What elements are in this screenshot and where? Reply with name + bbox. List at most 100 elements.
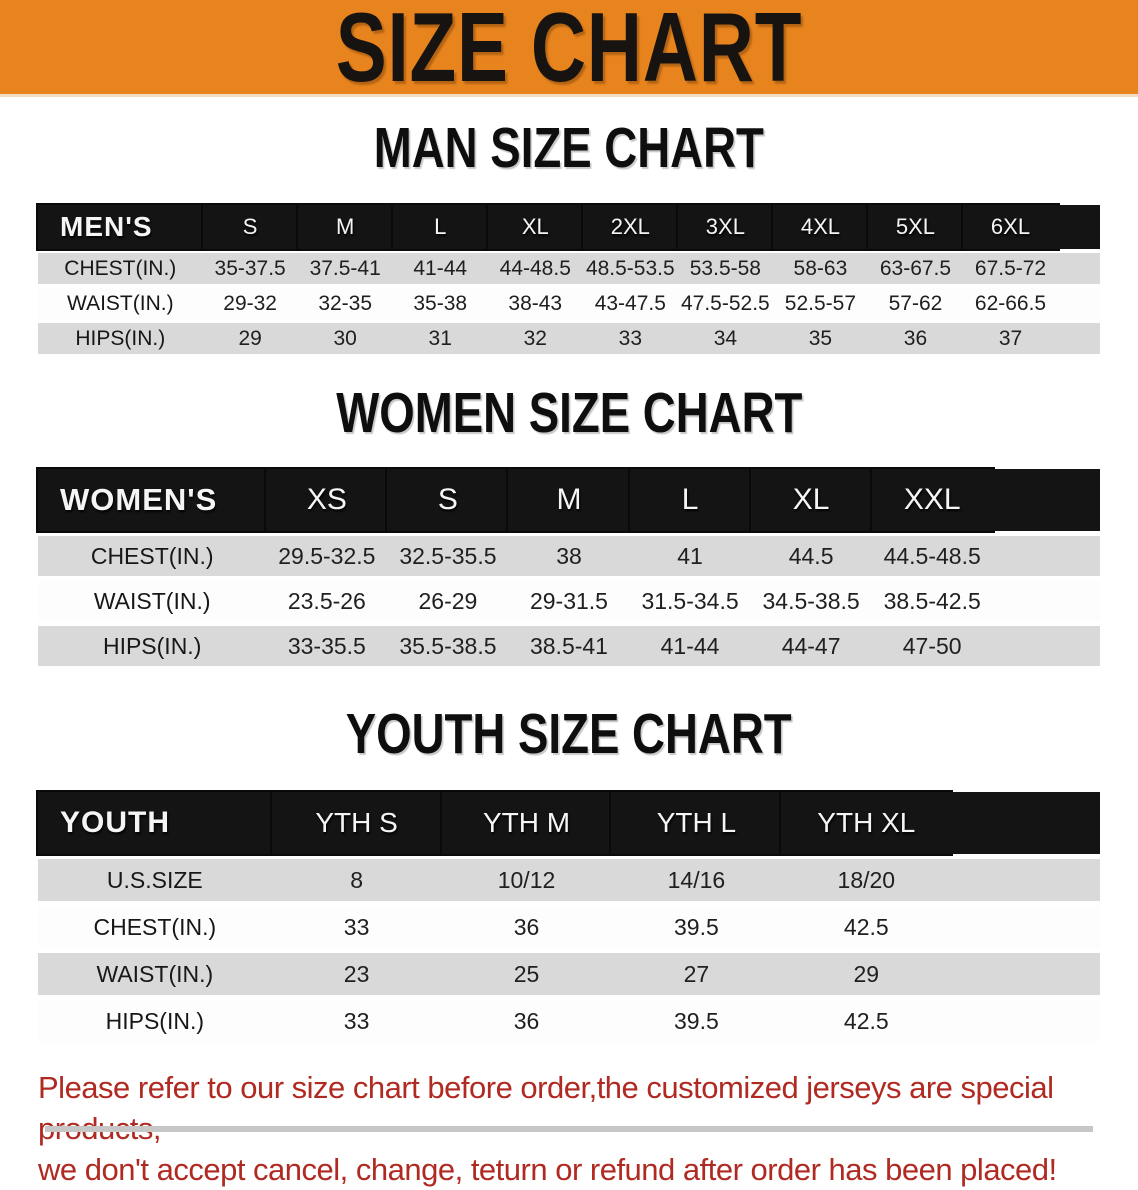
men-size-header-s: S bbox=[202, 205, 298, 249]
value-cell: 44-48.5 bbox=[487, 253, 583, 284]
row-label: CHEST(IN.) bbox=[38, 536, 267, 576]
value-cell: 32 bbox=[487, 323, 583, 354]
youth-heading: YOUTH SIZE CHART bbox=[0, 702, 1138, 772]
value-cell: 42.5 bbox=[781, 1000, 952, 1042]
men-size-header-3xl: 3XL bbox=[677, 205, 773, 249]
youth-row-chest-in.-: CHEST(IN.) 33 36 39.5 42.5 bbox=[38, 906, 1100, 948]
men-heading: MAN SIZE CHART bbox=[0, 116, 1138, 186]
value-cell: 38-43 bbox=[487, 288, 583, 319]
women-corner-label: WOMEN'S bbox=[38, 469, 267, 531]
value-cell: 63-67.5 bbox=[867, 253, 963, 284]
value-cell: 33 bbox=[271, 1000, 442, 1042]
value-cell: 41 bbox=[629, 536, 751, 576]
youth-row-u.s.size: U.S.SIZE 8 10/12 14/16 18/20 bbox=[38, 859, 1100, 901]
value-cell: 29 bbox=[202, 323, 298, 354]
women-row-chest-in.-: CHEST(IN.) 29.5-32.5 32.5-35.5 38 41 44.5 44.5… bbox=[38, 536, 1100, 576]
men-size-header-5xl: 5XL bbox=[867, 205, 963, 249]
spacer-cell bbox=[951, 792, 1100, 854]
value-cell: 62-66.5 bbox=[962, 288, 1059, 319]
women-header-row: WOMEN'S XS S M L XL XXL bbox=[38, 469, 1100, 531]
value-cell: 18/20 bbox=[781, 859, 952, 901]
value-cell: 48.5-53.5 bbox=[582, 253, 678, 284]
row-label: WAIST(IN.) bbox=[38, 953, 272, 995]
youth-row-hips-in.-: HIPS(IN.) 33 36 39.5 42.5 bbox=[38, 1000, 1100, 1042]
men-size-header-xl: XL bbox=[487, 205, 583, 249]
value-cell: 10/12 bbox=[441, 859, 612, 901]
youth-corner-label: YOUTH bbox=[38, 792, 272, 854]
men-header-row: MEN'S S M L XL 2XL 3XL 4XL 5XL 6XL bbox=[38, 205, 1100, 249]
men-size-table: MEN'S S M L XL 2XL 3XL 4XL 5XL 6XL CHEST(IN.) 35-37… bbox=[38, 201, 1100, 358]
value-cell: 35-38 bbox=[392, 288, 488, 319]
spacer-cell bbox=[1058, 323, 1100, 354]
row-label: CHEST(IN.) bbox=[38, 906, 272, 948]
spacer-cell bbox=[1058, 253, 1100, 284]
value-cell: 35.5-38.5 bbox=[387, 626, 509, 666]
value-cell: 32-35 bbox=[297, 288, 393, 319]
page-title: SIZE CHART bbox=[335, 0, 803, 97]
spacer-cell bbox=[1058, 205, 1100, 249]
value-cell: 37 bbox=[962, 323, 1059, 354]
value-cell: 33 bbox=[582, 323, 678, 354]
spacer-cell bbox=[992, 536, 1100, 576]
value-cell: 36 bbox=[867, 323, 963, 354]
youth-heading-text: YOUTH SIZE CHART bbox=[346, 702, 792, 766]
men-size-header-4xl: 4XL bbox=[772, 205, 868, 249]
youth-row-waist-in.-: WAIST(IN.) 23 25 27 29 bbox=[38, 953, 1100, 995]
row-label: WAIST(IN.) bbox=[38, 288, 203, 319]
men-section: MAN SIZE CHART MEN'S S M L XL 2XL 3XL 4XL 5XL 6XL… bbox=[0, 116, 1138, 358]
men-corner-label: MEN'S bbox=[38, 205, 203, 249]
men-size-header-l: L bbox=[392, 205, 488, 249]
row-label: WAIST(IN.) bbox=[38, 581, 267, 621]
women-row-hips-in.-: HIPS(IN.) 33-35.5 35.5-38.5 38.5-41 41-44 44-… bbox=[38, 626, 1100, 666]
value-cell: 41-44 bbox=[629, 626, 751, 666]
youth-size-table: YOUTH YTH S YTH M YTH L YTH XL U.S.SIZE 8 10/12… bbox=[38, 787, 1100, 1047]
value-cell: 36 bbox=[441, 906, 612, 948]
youth-section: YOUTH SIZE CHART YOUTH YTH S YTH M YTH L YTH… bbox=[0, 702, 1138, 1047]
value-cell: 42.5 bbox=[781, 906, 952, 948]
youth-header-row: YOUTH YTH S YTH M YTH L YTH XL bbox=[38, 792, 1100, 854]
women-heading-text: WOMEN SIZE CHART bbox=[335, 381, 803, 445]
value-cell: 34 bbox=[677, 323, 773, 354]
value-cell: 44-47 bbox=[750, 626, 872, 666]
value-cell: 44.5-48.5 bbox=[871, 536, 993, 576]
spacer-cell bbox=[992, 469, 1100, 531]
spacer-cell bbox=[1058, 288, 1100, 319]
value-cell: 35 bbox=[772, 323, 868, 354]
spacer-cell bbox=[992, 581, 1100, 621]
row-label: U.S.SIZE bbox=[38, 859, 272, 901]
value-cell: 53.5-58 bbox=[677, 253, 773, 284]
value-cell: 57-62 bbox=[867, 288, 963, 319]
value-cell: 33 bbox=[271, 906, 442, 948]
value-cell: 58-63 bbox=[772, 253, 868, 284]
youth-size-header-yth-xl: YTH XL bbox=[781, 792, 952, 854]
value-cell: 47-50 bbox=[871, 626, 993, 666]
row-label: HIPS(IN.) bbox=[38, 323, 203, 354]
value-cell: 29 bbox=[781, 953, 952, 995]
men-size-header-m: M bbox=[297, 205, 393, 249]
value-cell: 36 bbox=[441, 1000, 612, 1042]
value-cell: 33-35.5 bbox=[266, 626, 388, 666]
men-row-waist-in.-: WAIST(IN.) 29-32 32-35 35-38 38-43 43-47.5 47.… bbox=[38, 288, 1100, 319]
men-heading-text: MAN SIZE CHART bbox=[373, 116, 765, 180]
women-row-waist-in.-: WAIST(IN.) 23.5-26 26-29 29-31.5 31.5-34.5 34… bbox=[38, 581, 1100, 621]
youth-size-header-yth-l: YTH L bbox=[611, 792, 782, 854]
women-size-table: WOMEN'S XS S M L XL XXL CHEST(IN.) 29.5-32.5 32.5… bbox=[38, 464, 1100, 671]
women-size-header-xxl: XXL bbox=[871, 469, 993, 531]
disclaimer-line1: Please refer to our size chart before or… bbox=[38, 1070, 1054, 1146]
value-cell: 44.5 bbox=[750, 536, 872, 576]
row-label: HIPS(IN.) bbox=[38, 1000, 272, 1042]
spacer-cell bbox=[951, 859, 1100, 901]
men-row-hips-in.-: HIPS(IN.) 29 30 31 32 33 34 35 36 37 bbox=[38, 323, 1100, 354]
value-cell: 67.5-72 bbox=[962, 253, 1059, 284]
value-cell: 31 bbox=[392, 323, 488, 354]
women-size-header-xl: XL bbox=[750, 469, 872, 531]
value-cell: 29-31.5 bbox=[508, 581, 630, 621]
spacer-cell bbox=[951, 906, 1100, 948]
youth-size-header-yth-s: YTH S bbox=[271, 792, 442, 854]
value-cell: 38.5-41 bbox=[508, 626, 630, 666]
value-cell: 29.5-32.5 bbox=[266, 536, 388, 576]
women-size-header-l: L bbox=[629, 469, 751, 531]
value-cell: 30 bbox=[297, 323, 393, 354]
value-cell: 43-47.5 bbox=[582, 288, 678, 319]
disclaimer-line2: we don't accept cancel, change, teturn o… bbox=[38, 1152, 1057, 1187]
